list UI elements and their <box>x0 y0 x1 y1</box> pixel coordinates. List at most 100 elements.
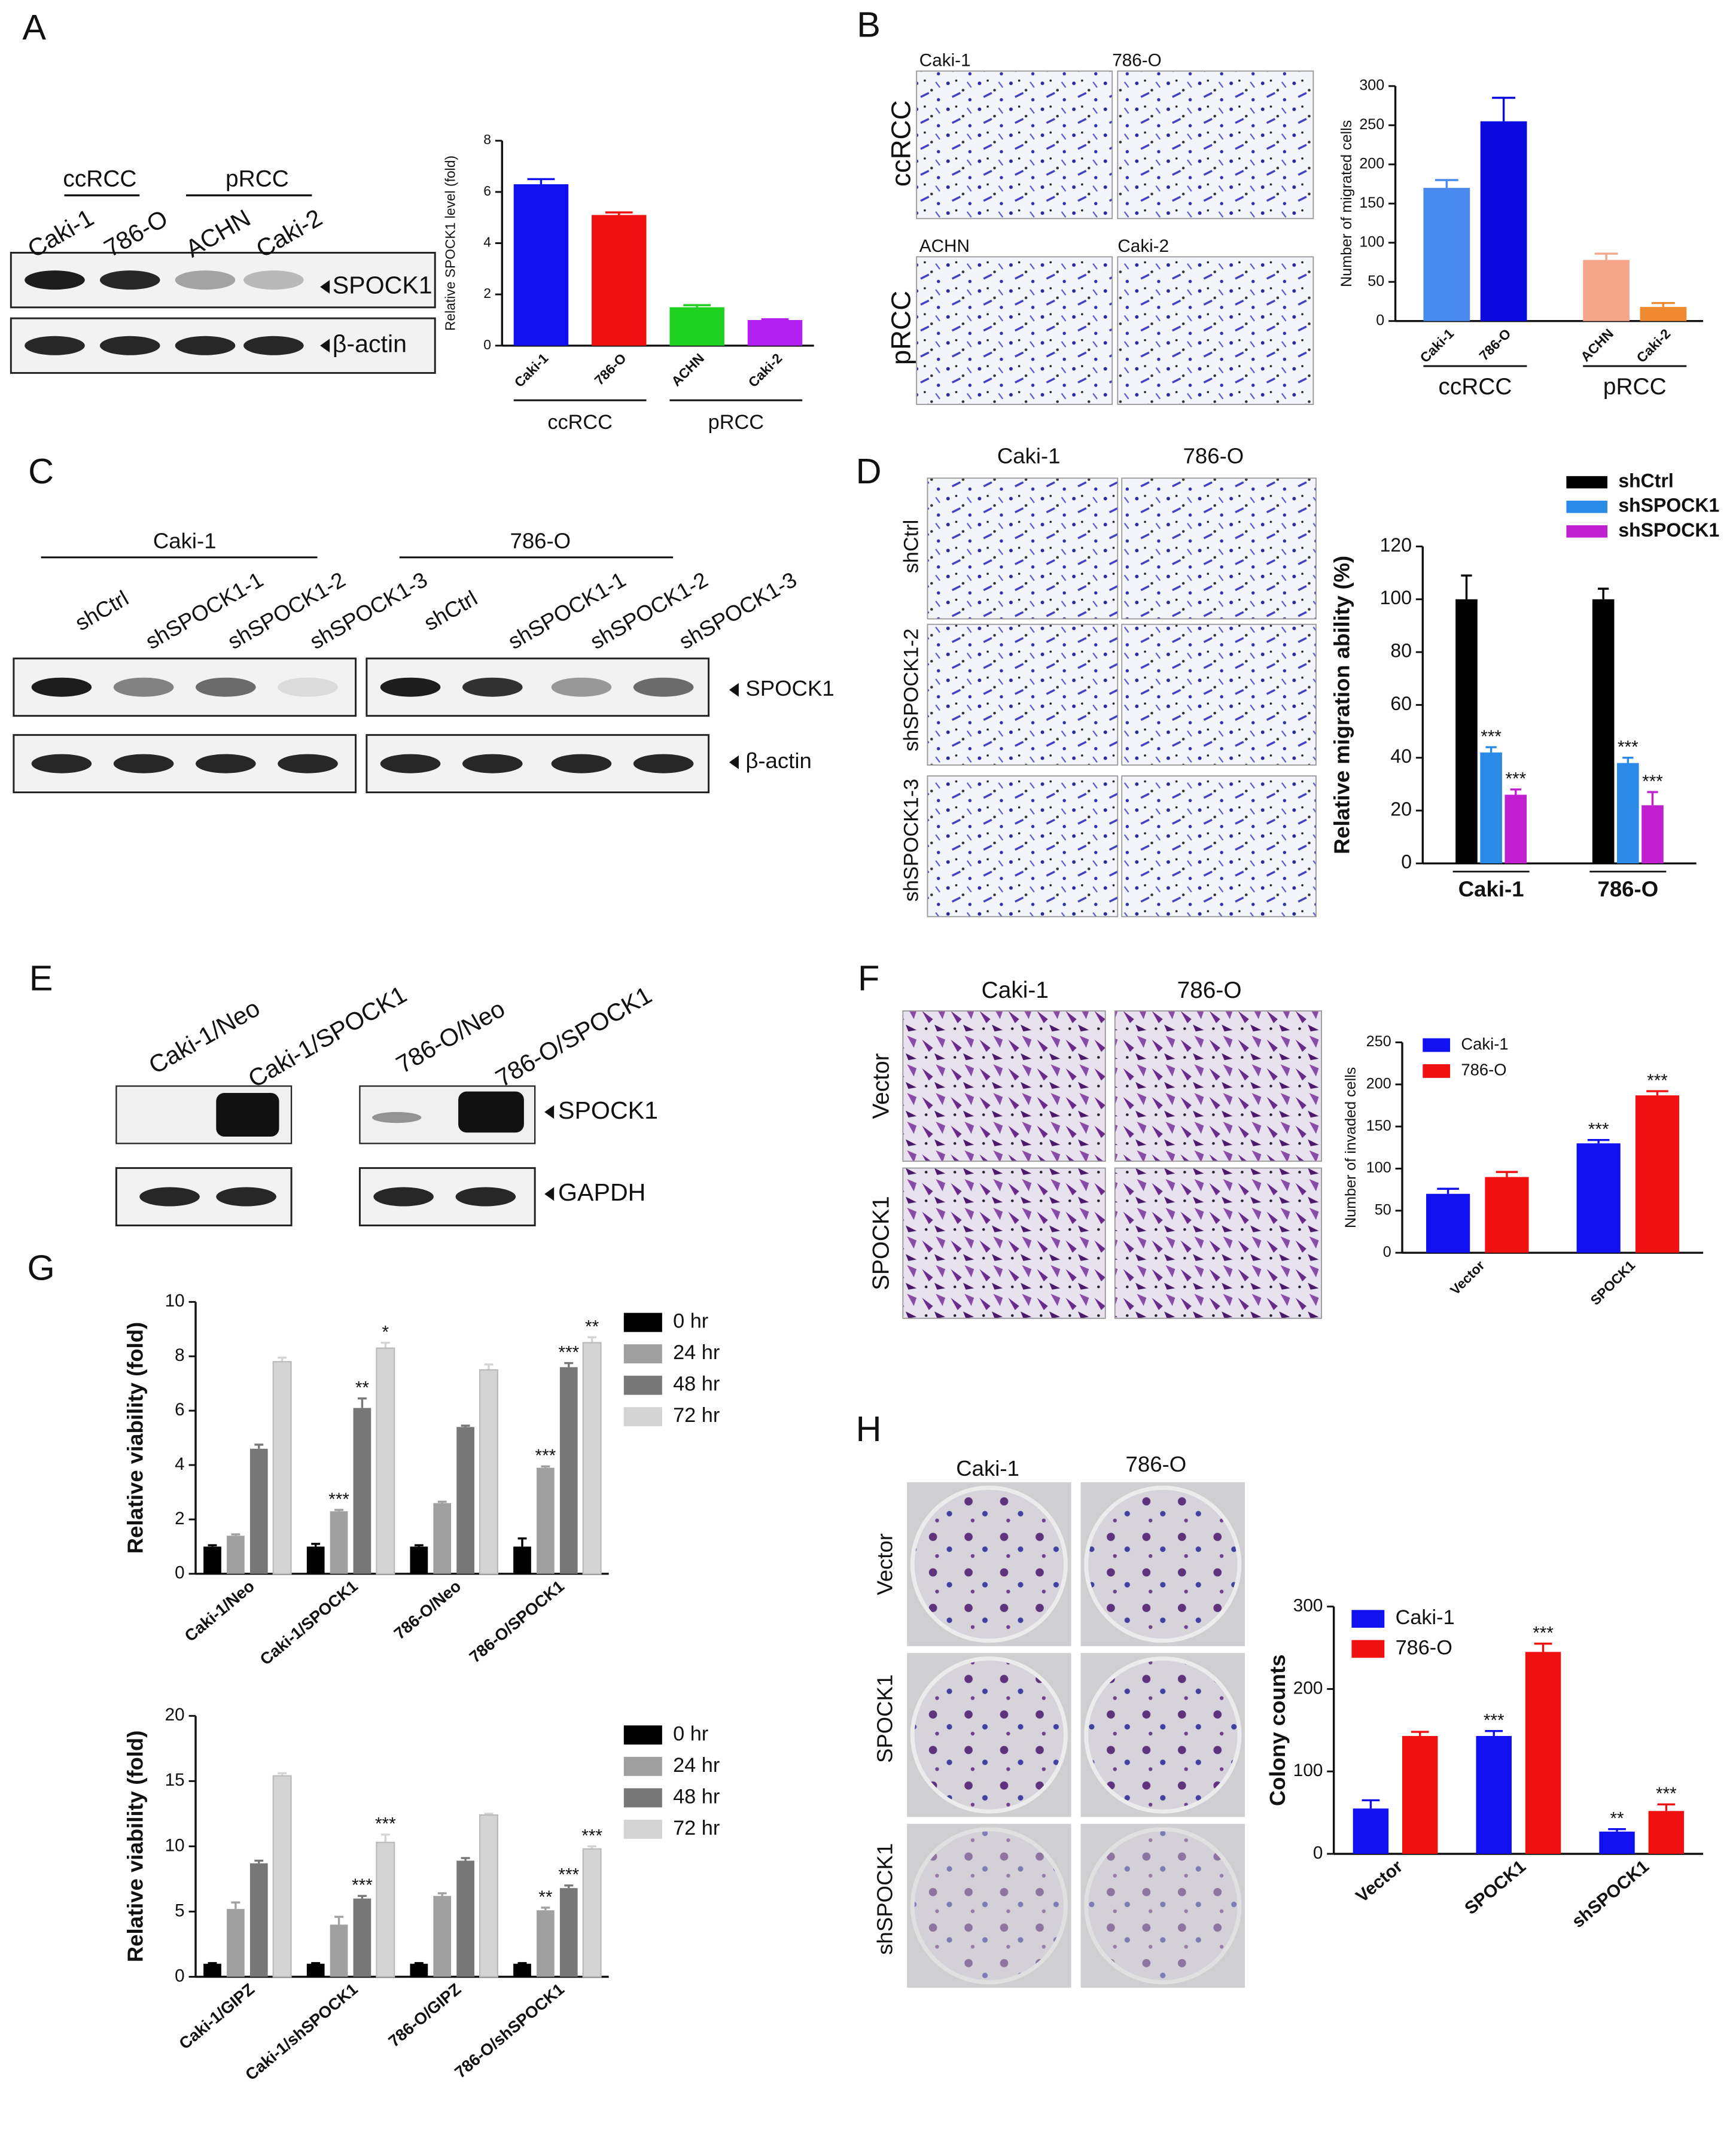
significance: ** <box>585 1317 599 1336</box>
bar <box>376 1841 395 1978</box>
y-tick-label: 5 <box>175 1901 185 1920</box>
dish <box>1084 1827 1242 1985</box>
band <box>455 1187 516 1207</box>
micrograph <box>902 1167 1106 1319</box>
label: Caki-1 <box>153 528 217 553</box>
x-tick-label: ACHN <box>1577 325 1616 364</box>
bar <box>1599 1831 1635 1854</box>
micrograph <box>1121 477 1317 620</box>
micrograph <box>1121 623 1317 766</box>
band <box>380 677 441 697</box>
bar <box>353 1408 371 1574</box>
legend-swatch <box>623 1407 662 1427</box>
y-axis-label: Relative migration ability (%) <box>1329 556 1354 854</box>
x-tick-label: 786-O <box>591 350 629 388</box>
arrow <box>729 755 739 769</box>
y-tick-label: 50 <box>1375 1201 1391 1218</box>
bar <box>1641 805 1664 864</box>
y-tick-label: 300 <box>1359 77 1384 94</box>
label: shSPOCK1 <box>873 1843 897 1955</box>
y-tick-label: 4 <box>175 1454 185 1474</box>
x-tick-label: ACHN <box>668 350 707 389</box>
band <box>25 270 85 290</box>
y-tick-label: 0 <box>175 1563 185 1583</box>
y-tick-label: 150 <box>1359 194 1384 211</box>
dish <box>910 1656 1068 1814</box>
bar <box>330 1924 348 1977</box>
y-tick-label: 0 <box>1401 851 1412 873</box>
label: 786-O <box>510 528 571 553</box>
x-tick-label: SPOCK1 <box>1587 1257 1638 1308</box>
bar <box>1480 752 1502 864</box>
bar <box>249 1448 268 1574</box>
legend-label: 786-O <box>1461 1061 1506 1079</box>
micrograph <box>1121 775 1317 918</box>
dish <box>1084 1485 1242 1643</box>
bar <box>1525 1652 1561 1854</box>
legend-label: 48 hr <box>673 1373 720 1396</box>
x-tick-label: 786-O/SPOCK1 <box>465 1577 568 1667</box>
label: Caki-2 <box>1117 236 1169 256</box>
dish <box>910 1827 1068 1985</box>
bar <box>479 1814 498 1978</box>
y-tick-label: 0 <box>1313 1843 1323 1863</box>
x-tick-label: Vector <box>1352 1856 1406 1906</box>
panel-letter: F <box>858 958 879 998</box>
micrograph <box>1114 1167 1323 1319</box>
bar <box>249 1863 268 1977</box>
y-tick-label: 20 <box>165 1705 185 1725</box>
band <box>175 270 236 290</box>
arrow <box>544 1105 555 1119</box>
legend-label: 786-O <box>1396 1636 1452 1659</box>
group-label: pRCC <box>708 411 764 434</box>
label: Caki-1 <box>982 977 1049 1003</box>
band <box>633 754 694 773</box>
x-tick-label: Caki-1 <box>1417 325 1457 366</box>
x-tick-label: 786-O <box>1598 877 1659 902</box>
bar <box>537 1910 555 1977</box>
label: shSPOCK1-3 <box>900 779 922 902</box>
bar <box>1480 121 1527 321</box>
bar <box>1455 599 1478 864</box>
micrograph <box>1117 256 1314 405</box>
band <box>278 677 338 697</box>
label: SPOCK1 <box>873 1674 897 1763</box>
significance: *** <box>1533 1624 1554 1643</box>
micrograph <box>927 775 1119 918</box>
significance: *** <box>535 1446 556 1466</box>
legend-label: 72 hr <box>673 1404 720 1427</box>
x-tick-label: Caki-1 <box>1458 877 1524 902</box>
band <box>551 677 612 697</box>
legend-label: 0 hr <box>673 1310 708 1333</box>
bar <box>513 184 569 346</box>
bar <box>410 1963 428 1977</box>
label: 786-O/Neo <box>391 995 509 1079</box>
arrow <box>320 339 330 353</box>
band <box>216 1092 279 1137</box>
x-tick-label: 786-O/Neo <box>390 1577 464 1643</box>
y-tick-label: 100 <box>1366 1159 1391 1176</box>
band <box>196 754 256 773</box>
band <box>113 754 174 773</box>
x-tick-label: Caki-2 <box>745 350 785 390</box>
label: Caki-1/SPOCK1 <box>243 980 412 1093</box>
legend-swatch <box>623 1375 662 1395</box>
legend-label: 72 hr <box>673 1817 720 1839</box>
bar <box>559 1888 578 1977</box>
x-tick-label: Caki-1/GIPZ <box>175 1979 258 2053</box>
y-tick-label: 200 <box>1293 1678 1323 1698</box>
bar <box>1648 1811 1685 1854</box>
panel-letter: H <box>856 1409 882 1449</box>
group-label: ccRCC <box>1438 374 1512 400</box>
legend-swatch <box>1351 1640 1385 1658</box>
legend-label: Caki-1 <box>1461 1034 1508 1053</box>
significance: *** <box>328 1490 349 1509</box>
y-tick-label: 300 <box>1293 1595 1323 1615</box>
band <box>551 754 612 773</box>
panel-letter: C <box>28 451 54 491</box>
legend-swatch <box>1566 525 1608 538</box>
significance: *** <box>1647 1071 1668 1091</box>
panel-letter: G <box>27 1248 54 1288</box>
y-axis-label: Relative viability (fold) <box>123 1322 147 1554</box>
